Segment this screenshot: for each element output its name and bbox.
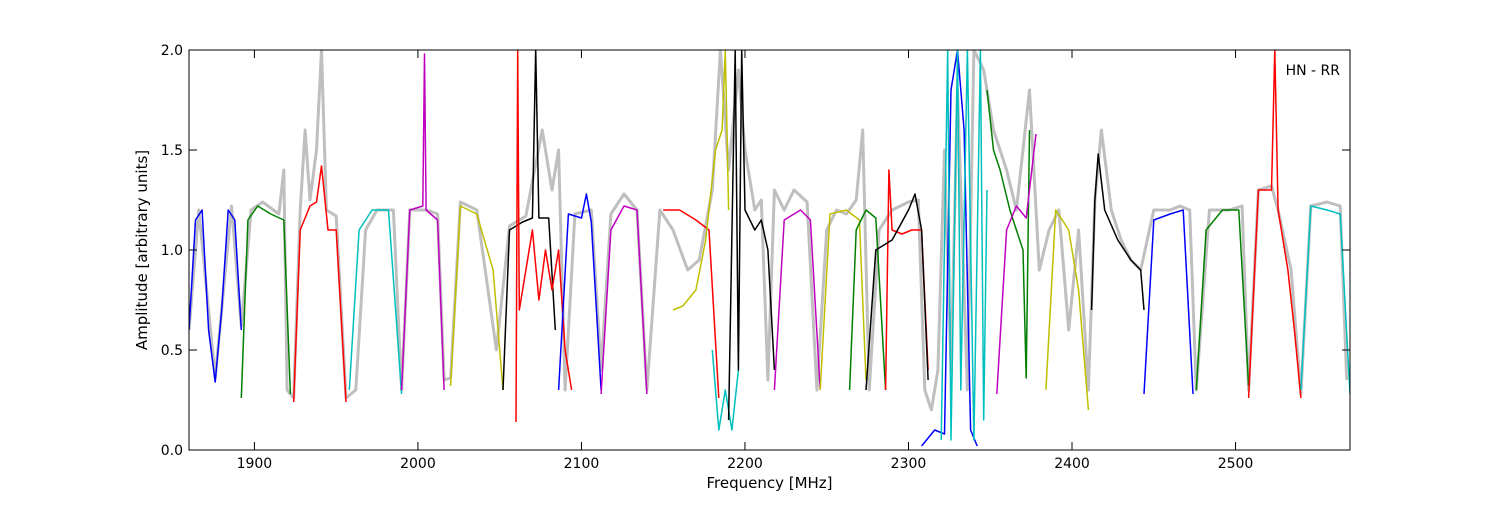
series-line-8 [515, 50, 573, 423]
series-line-23 [996, 133, 1037, 395]
chart-annotation: HN - RR [1286, 63, 1341, 79]
series-line-29 [1300, 205, 1350, 395]
series-line-25 [1090, 153, 1145, 311]
y-tick-label: 1.5 [161, 143, 183, 159]
plot-area [189, 50, 1350, 447]
x-tick-label: 2200 [727, 456, 763, 472]
x-tick-label: 1900 [237, 456, 273, 472]
x-tick-label: 2100 [564, 456, 600, 472]
series-line-19 [865, 193, 929, 391]
series-line-13 [711, 349, 740, 431]
y-tick-label: 2.0 [161, 43, 183, 59]
series-line-1 [189, 209, 243, 383]
series-line-20 [921, 50, 978, 447]
series-line-17 [848, 209, 887, 391]
series-line-10 [600, 205, 648, 395]
series-line-21 [940, 50, 988, 441]
series-line-2 [240, 205, 292, 399]
background-series-line [189, 50, 1349, 412]
series-line-9 [557, 193, 602, 391]
x-tick-label: 2500 [1218, 456, 1254, 472]
series-line-12 [672, 50, 730, 311]
x-tick-label: 2400 [1054, 456, 1090, 472]
series-line-3 [292, 165, 347, 403]
series-line-5 [400, 53, 445, 391]
y-tick-label: 1.0 [161, 243, 183, 259]
series-line-27 [1195, 209, 1250, 391]
series-line-14 [727, 50, 776, 421]
series-line-15 [773, 209, 821, 391]
series-line-16 [819, 209, 867, 391]
y-tick-label: 0.0 [161, 443, 183, 459]
series-line-28 [1247, 50, 1302, 399]
x-tick-label: 2300 [891, 456, 927, 472]
series-line-4 [348, 209, 403, 395]
tick-layer: 1900 2000 2100 2200 2300 2400 2500 0.0 0.5 1.0 1.5… [161, 43, 1350, 472]
y-axis-label: Amplitude [arbitrary units] [133, 150, 151, 350]
x-axis-label: Frequency [MHz] [706, 474, 832, 492]
series-line-26 [1143, 209, 1194, 395]
series-line-22 [986, 89, 1031, 379]
series-line-7 [502, 50, 557, 391]
y-tick-label: 0.5 [161, 343, 183, 359]
x-tick-label: 2000 [400, 456, 436, 472]
series-line-6 [449, 205, 504, 391]
series-line-11 [663, 209, 720, 399]
series-line-24 [1045, 209, 1090, 411]
